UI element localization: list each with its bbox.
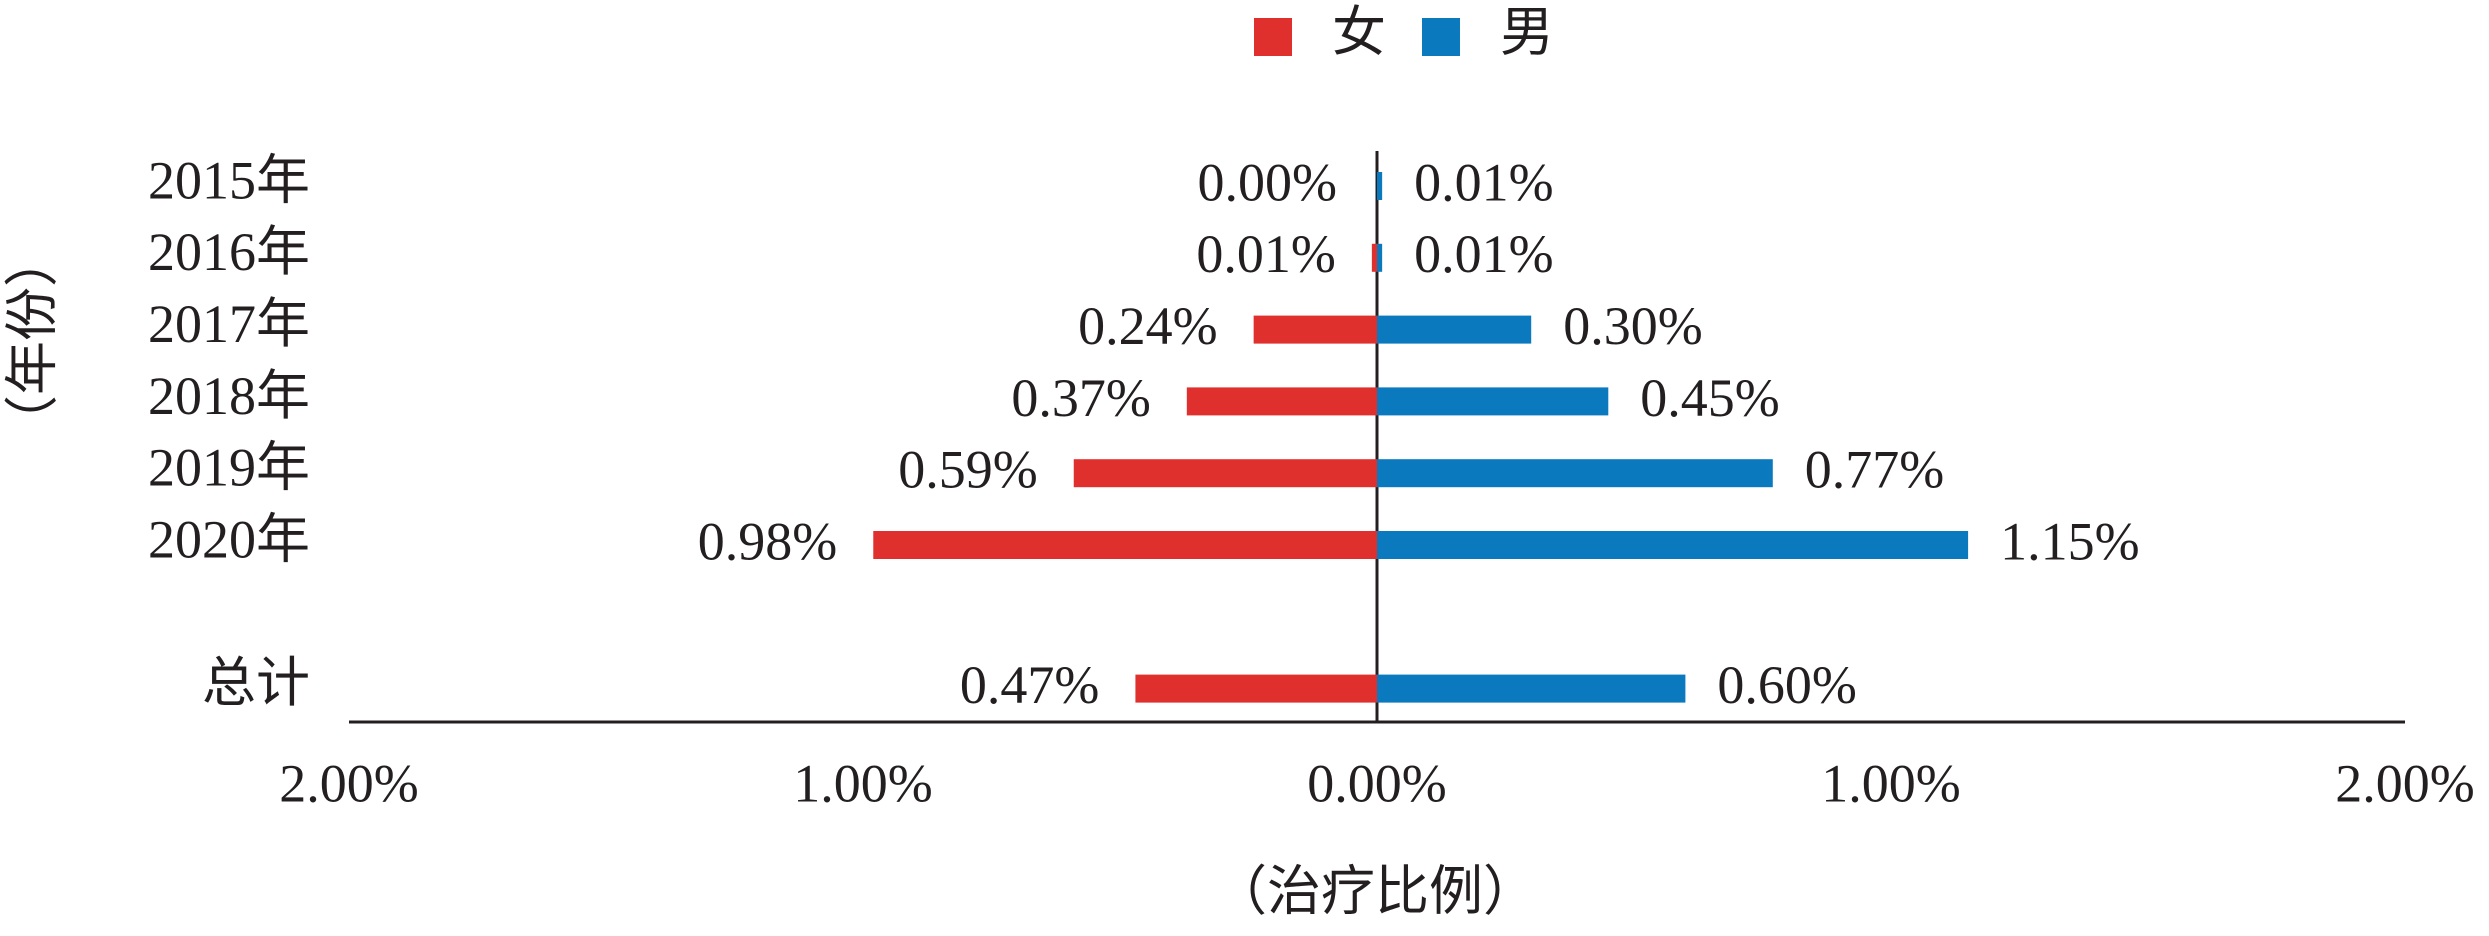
x-tick-label: 2.00%: [279, 753, 418, 813]
y-tick-label: 2017年: [148, 294, 310, 354]
bar: [1135, 674, 1377, 703]
bar: [1073, 459, 1377, 488]
data-label: 0.98%: [698, 511, 837, 571]
data-label: 1.15%: [2000, 511, 2139, 571]
y-axis-title: （年份）: [2, 233, 62, 449]
x-tick-label: 1.00%: [1821, 753, 1960, 813]
bar: [873, 531, 1377, 559]
data-label: 0.01%: [1196, 224, 1335, 284]
bar: [1377, 243, 1383, 272]
data-label: 0.47%: [960, 655, 1099, 715]
x-tick-label: 2.00%: [2335, 753, 2474, 813]
y-tick-label: 2019年: [148, 438, 310, 498]
bar: [1377, 315, 1532, 344]
legend-swatch: [1254, 18, 1292, 56]
bar: [1377, 387, 1609, 416]
bar: [1371, 243, 1377, 272]
y-tick-label: 总计: [202, 653, 310, 713]
bar: [1377, 531, 1969, 559]
y-tick-label: 2018年: [148, 366, 310, 426]
y-tick-label: 2016年: [148, 222, 310, 282]
data-label: 0.77%: [1805, 440, 1944, 500]
data-label: 0.24%: [1078, 296, 1217, 356]
bar: [1186, 387, 1377, 416]
bar: [1377, 172, 1383, 200]
bar: [1253, 315, 1377, 344]
bar: [1377, 674, 1686, 703]
y-tick-label: 2020年: [148, 509, 310, 569]
data-label: 0.37%: [1011, 368, 1150, 428]
legend-swatch: [1422, 18, 1460, 56]
data-label: 0.01%: [1414, 152, 1553, 212]
legend-label: 女: [1332, 2, 1386, 62]
x-axis-title: （治疗比例）: [1213, 861, 1537, 921]
data-label: 0.30%: [1563, 296, 1702, 356]
legend-label: 男: [1500, 2, 1554, 62]
data-label: 0.45%: [1640, 368, 1779, 428]
data-label: 0.59%: [898, 440, 1037, 500]
data-label: 0.00%: [1198, 152, 1337, 212]
bar: [1377, 459, 1773, 488]
y-tick-label: 2015年: [148, 150, 310, 210]
x-tick-label: 1.00%: [793, 753, 932, 813]
x-tick-label: 0.00%: [1307, 753, 1446, 813]
data-label: 0.01%: [1414, 224, 1553, 284]
data-label: 0.60%: [1717, 655, 1856, 715]
